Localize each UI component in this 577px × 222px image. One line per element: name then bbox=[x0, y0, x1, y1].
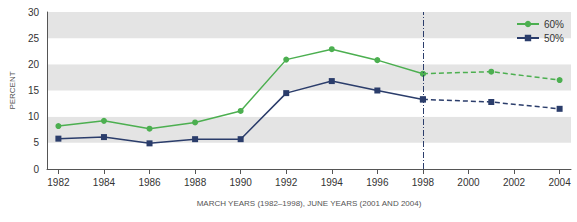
svg-text:50%: 50% bbox=[544, 33, 564, 44]
svg-text:1984: 1984 bbox=[93, 177, 116, 188]
svg-text:1982: 1982 bbox=[47, 177, 70, 188]
svg-text:MARCH YEARS (1982–1998), JUNE: MARCH YEARS (1982–1998), JUNE YEARS (200… bbox=[197, 199, 422, 208]
svg-text:25: 25 bbox=[28, 33, 40, 44]
svg-text:1992: 1992 bbox=[275, 177, 298, 188]
svg-text:5: 5 bbox=[33, 137, 39, 148]
svg-text:1998: 1998 bbox=[412, 177, 435, 188]
svg-text:1988: 1988 bbox=[184, 177, 207, 188]
svg-text:60%: 60% bbox=[544, 19, 564, 30]
svg-text:1986: 1986 bbox=[138, 177, 161, 188]
svg-text:20: 20 bbox=[28, 59, 40, 70]
svg-text:2000: 2000 bbox=[457, 177, 480, 188]
svg-text:1990: 1990 bbox=[230, 177, 253, 188]
svg-text:0: 0 bbox=[33, 164, 39, 175]
svg-text:PERCENT: PERCENT bbox=[8, 71, 17, 109]
svg-text:2002: 2002 bbox=[503, 177, 526, 188]
svg-text:15: 15 bbox=[28, 85, 40, 96]
svg-text:1994: 1994 bbox=[321, 177, 344, 188]
svg-text:1996: 1996 bbox=[366, 177, 389, 188]
svg-text:10: 10 bbox=[28, 111, 40, 122]
svg-text:2004: 2004 bbox=[548, 177, 571, 188]
svg-text:30: 30 bbox=[28, 7, 40, 18]
